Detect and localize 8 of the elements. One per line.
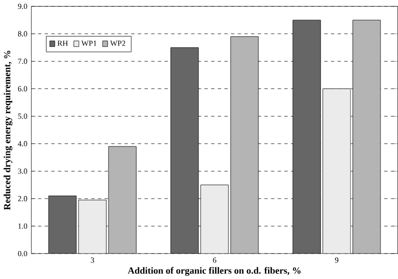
bar [352,20,381,254]
y-axis-title: Reduced drying energy requirement, % [4,50,12,210]
bar [230,36,259,254]
bar [170,47,199,254]
bar [108,146,136,254]
bar [48,195,77,254]
bar [292,20,321,254]
x-axis-title: Addition of organic fillers on o.d. fibers, % [128,266,301,276]
